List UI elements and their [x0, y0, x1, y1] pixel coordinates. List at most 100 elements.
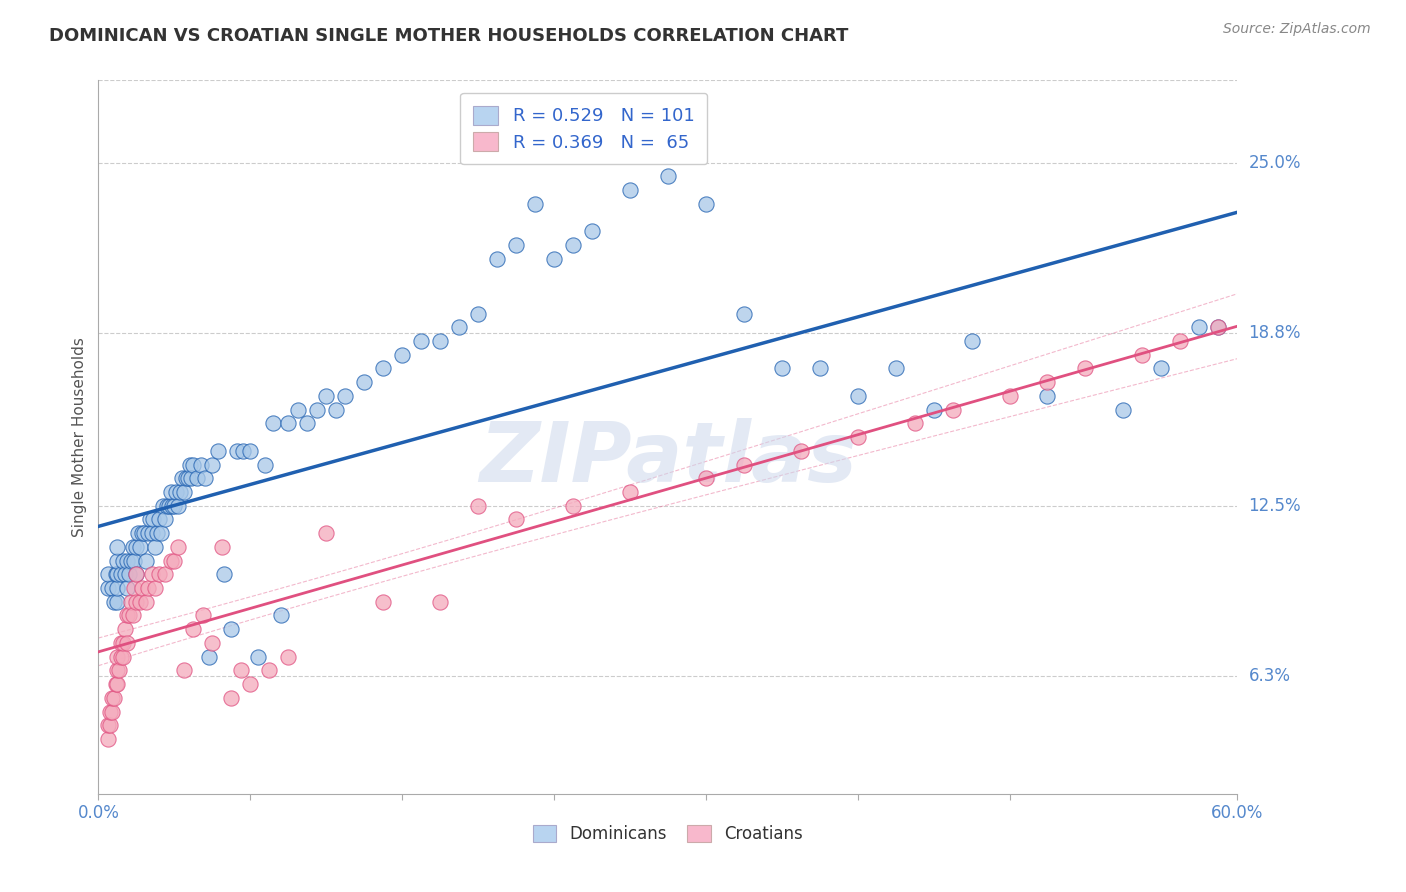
Point [103, 595, 125, 609]
Point [115, 553, 138, 567]
Point [115, 581, 138, 595]
Point [129, 540, 152, 554]
Point [562, 499, 585, 513]
Point [100, 705, 122, 719]
Point [141, 567, 163, 582]
Point [695, 471, 717, 485]
Point [135, 553, 157, 567]
Text: DOMINICAN VS CROATIAN SINGLE MOTHER HOUSEHOLDS CORRELATION CHART: DOMINICAN VS CROATIAN SINGLE MOTHER HOUS… [49, 27, 849, 45]
Point [145, 581, 167, 595]
Point [97, 581, 120, 595]
Point [131, 581, 153, 595]
Point [136, 581, 159, 595]
Point [114, 567, 136, 582]
Point [221, 690, 243, 705]
Point [619, 183, 641, 197]
Point [174, 471, 197, 485]
Point [922, 402, 945, 417]
Text: 12.5%: 12.5% [1249, 497, 1301, 515]
Point [131, 526, 153, 541]
Point [183, 458, 205, 472]
Legend: Dominicans, Croatians: Dominicans, Croatians [526, 818, 810, 850]
Point [505, 238, 527, 252]
Point [169, 485, 191, 500]
Point [1132, 348, 1154, 362]
Point [695, 196, 717, 211]
Text: ZIPatlas: ZIPatlas [479, 418, 856, 499]
Point [97, 731, 120, 746]
Point [135, 595, 157, 609]
Point [179, 458, 201, 472]
Point [127, 526, 149, 541]
Point [429, 595, 451, 609]
Point [125, 595, 148, 609]
Point [770, 361, 793, 376]
Point [254, 458, 277, 472]
Point [98, 718, 121, 732]
Point [232, 443, 254, 458]
Point [904, 417, 927, 431]
Point [1036, 389, 1059, 403]
Point [129, 595, 152, 609]
Point [153, 512, 176, 526]
Point [173, 664, 195, 678]
Point [100, 690, 122, 705]
Point [1170, 334, 1192, 348]
Point [118, 567, 141, 582]
Point [148, 567, 170, 582]
Point [1150, 361, 1173, 376]
Point [104, 677, 127, 691]
Point [191, 608, 214, 623]
Point [162, 499, 184, 513]
Point [152, 499, 174, 513]
Point [100, 581, 122, 595]
Point [110, 649, 132, 664]
Point [124, 581, 146, 595]
Point [167, 540, 190, 554]
Text: 6.3%: 6.3% [1249, 667, 1291, 685]
Point [353, 375, 375, 389]
Point [1188, 320, 1211, 334]
Point [505, 512, 527, 526]
Point [335, 389, 357, 403]
Point [467, 307, 489, 321]
Point [159, 553, 181, 567]
Point [132, 526, 155, 541]
Text: Source: ZipAtlas.com: Source: ZipAtlas.com [1223, 22, 1371, 37]
Point [107, 649, 129, 664]
Point [190, 458, 212, 472]
Point [229, 664, 252, 678]
Point [121, 608, 143, 623]
Point [960, 334, 983, 348]
Point [115, 608, 138, 623]
Point [259, 664, 281, 678]
Point [167, 499, 190, 513]
Point [325, 402, 347, 417]
Point [125, 567, 148, 582]
Point [120, 553, 142, 567]
Point [226, 443, 249, 458]
Point [486, 252, 509, 266]
Point [125, 567, 148, 582]
Point [1036, 375, 1059, 389]
Point [163, 499, 186, 513]
Point [411, 334, 433, 348]
Point [125, 540, 148, 554]
Point [1208, 320, 1230, 334]
Point [998, 389, 1021, 403]
Point [429, 334, 451, 348]
Point [180, 471, 202, 485]
Point [97, 567, 120, 582]
Point [201, 458, 224, 472]
Point [98, 705, 121, 719]
Point [114, 622, 136, 636]
Point [657, 169, 679, 184]
Point [246, 649, 269, 664]
Point [107, 567, 129, 582]
Point [201, 636, 224, 650]
Point [315, 389, 337, 403]
Point [145, 540, 167, 554]
Point [186, 471, 208, 485]
Point [97, 718, 120, 732]
Point [287, 402, 309, 417]
